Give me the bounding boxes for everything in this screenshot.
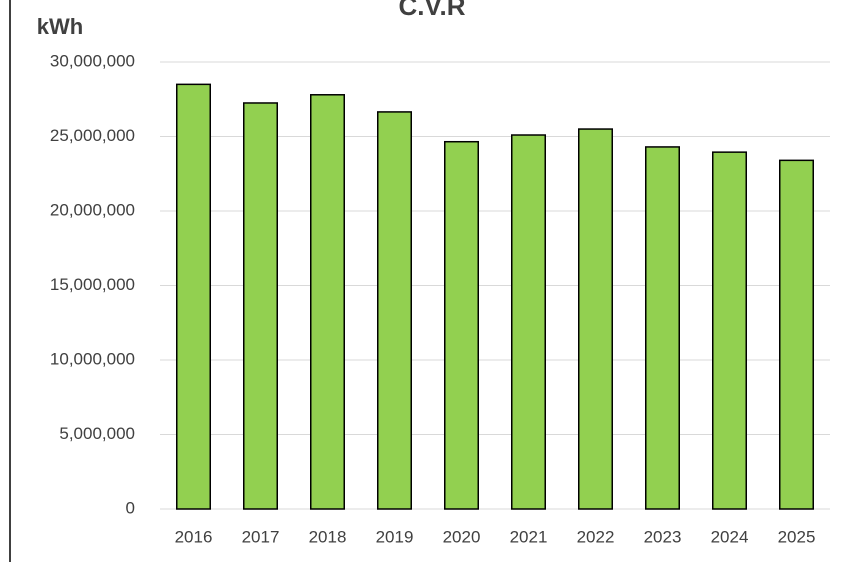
bar <box>377 111 412 510</box>
x-tick-label: 2019 <box>376 527 414 546</box>
bar <box>444 140 479 510</box>
bar <box>578 128 613 510</box>
y-tick-label: 15,000,000 <box>50 275 135 294</box>
y-tick-label: 10,000,000 <box>50 349 135 368</box>
x-tick-label: 2020 <box>443 527 481 546</box>
bar <box>511 134 546 510</box>
y-tick-label: 25,000,000 <box>50 126 135 145</box>
bar <box>243 102 278 510</box>
x-tick-label: 2017 <box>242 527 280 546</box>
x-tick-label: 2016 <box>175 527 213 546</box>
bar <box>645 146 680 510</box>
y-tick-label: 30,000,000 <box>50 51 135 70</box>
x-tick-label: 2023 <box>644 527 682 546</box>
x-tick-label: 2018 <box>309 527 347 546</box>
y-tick-label: 5,000,000 <box>59 424 135 443</box>
bar <box>176 83 211 510</box>
x-tick-label: 2021 <box>510 527 548 546</box>
x-tick-label: 2022 <box>577 527 615 546</box>
chart-title: C.V.R <box>399 0 466 21</box>
x-tick-label: 2025 <box>778 527 816 546</box>
x-tick-label: 2024 <box>711 527 749 546</box>
y-tick-label: 20,000,000 <box>50 200 135 219</box>
y-tick-label: 0 <box>126 498 135 517</box>
bar <box>712 151 747 510</box>
bar <box>779 159 814 510</box>
bar <box>310 94 345 510</box>
y-axis-label: kWh <box>37 14 83 39</box>
